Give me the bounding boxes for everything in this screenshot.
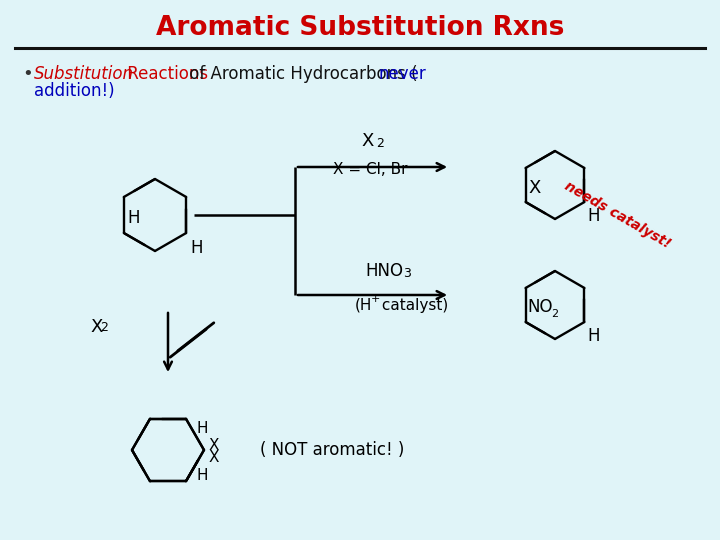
Text: X: X (90, 318, 102, 336)
Text: 3: 3 (403, 267, 411, 280)
Text: H: H (197, 421, 208, 436)
Text: H: H (197, 468, 208, 483)
Text: X: X (528, 179, 541, 197)
Text: •: • (22, 65, 32, 83)
Text: needs catalyst!: needs catalyst! (562, 179, 674, 251)
Text: 2: 2 (100, 321, 108, 334)
Text: of Aromatic Hydrocarbons (: of Aromatic Hydrocarbons ( (184, 65, 418, 83)
Text: (H: (H (355, 298, 372, 313)
Text: +: + (371, 294, 380, 304)
Text: H: H (588, 327, 600, 345)
Text: Reactions: Reactions (122, 65, 208, 83)
Text: H: H (128, 209, 140, 227)
Text: HNO: HNO (365, 262, 403, 280)
Text: addition!): addition!) (34, 82, 114, 100)
Text: catalyst): catalyst) (377, 298, 449, 313)
Text: H: H (588, 207, 600, 225)
Text: ( NOT aromatic! ): ( NOT aromatic! ) (260, 441, 405, 459)
Text: NO: NO (528, 298, 553, 316)
Text: Aromatic Substitution Rxns: Aromatic Substitution Rxns (156, 15, 564, 41)
Text: X: X (362, 132, 374, 150)
Text: 2: 2 (376, 137, 384, 150)
Text: X: X (209, 450, 220, 465)
Text: X: X (209, 438, 220, 454)
Text: 2: 2 (552, 309, 559, 319)
Text: X = Cl, Br: X = Cl, Br (333, 162, 408, 177)
Text: H: H (190, 239, 202, 257)
Text: Substitution: Substitution (34, 65, 134, 83)
Text: never: never (379, 65, 427, 83)
